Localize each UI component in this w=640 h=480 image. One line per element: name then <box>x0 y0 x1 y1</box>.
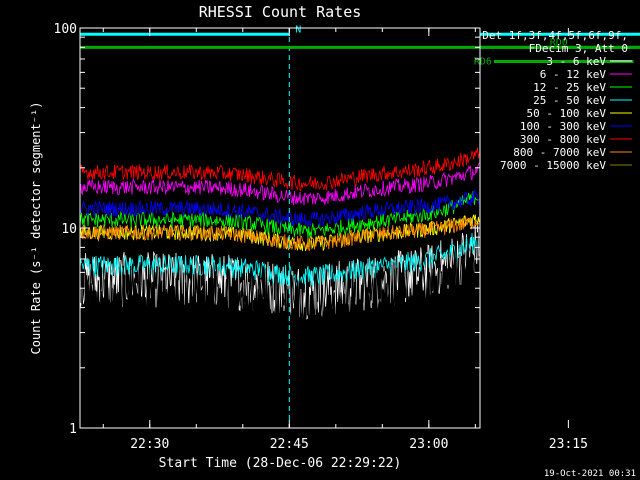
legend-header: FDecim 3, Att 0 <box>529 42 628 55</box>
series-line-25-50-kev <box>79 232 480 287</box>
legend-entry-label: 300 - 800 keV <box>520 133 606 146</box>
x-tick-label: 22:45 <box>270 437 309 452</box>
chart-title: RHESSI Count Rates <box>199 3 362 21</box>
series-line-300-800-kev <box>79 147 480 192</box>
legend-entry-label: 25 - 50 keV <box>533 94 606 107</box>
legend: Det 1f,3f,4f,5f,6f,9f,FDecim 3, Att 03 -… <box>482 29 632 172</box>
legend-entry-label: 12 - 25 keV <box>533 81 606 94</box>
flag-label-rd0: RD0 <box>550 37 568 48</box>
y-axis-label: Count Rate (s⁻¹ detector segment⁻¹) <box>29 102 43 355</box>
x-tick-label: 23:15 <box>549 437 588 452</box>
x-tick-label: 23:00 <box>409 437 448 452</box>
legend-entry-label: 3 - 6 keV <box>546 55 606 68</box>
legend-entry-label: 50 - 100 keV <box>527 107 607 120</box>
legend-entry-label: 100 - 300 keV <box>520 120 606 133</box>
flag-label-rd6: RD6 <box>474 56 492 67</box>
y-tick-label: 10 <box>61 222 77 237</box>
legend-entry-label: 800 - 7000 keV <box>513 146 606 159</box>
series-line-100-300-kev <box>79 189 480 227</box>
series-line-12-25-kev <box>79 191 480 238</box>
series-line-800-7000-kev <box>79 216 480 251</box>
y-tick-label: 1 <box>69 422 77 437</box>
legend-entry-label: 6 - 12 keV <box>540 68 607 81</box>
series-line-3-6-kev <box>79 222 480 320</box>
x-tick-label: 22:30 <box>130 437 169 452</box>
legend-entry-label: 7000 - 15000 keV <box>500 159 606 172</box>
x-axis-label: Start Time (28-Dec-06 22:29:22) <box>159 456 402 471</box>
series-line-6-12-kev <box>79 162 480 206</box>
series-line-lowest-noise <box>79 226 480 357</box>
y-tick-label: 100 <box>54 22 77 37</box>
axes: 22:3022:4523:0023:1523:3023:4500:0011010… <box>54 22 588 452</box>
legend-header: Det 1f,3f,4f,5f,6f,9f, <box>482 29 628 42</box>
flag-label-n: N <box>295 24 301 35</box>
timestamp-annotation: 19-Oct-2021 00:31 <box>544 469 636 479</box>
